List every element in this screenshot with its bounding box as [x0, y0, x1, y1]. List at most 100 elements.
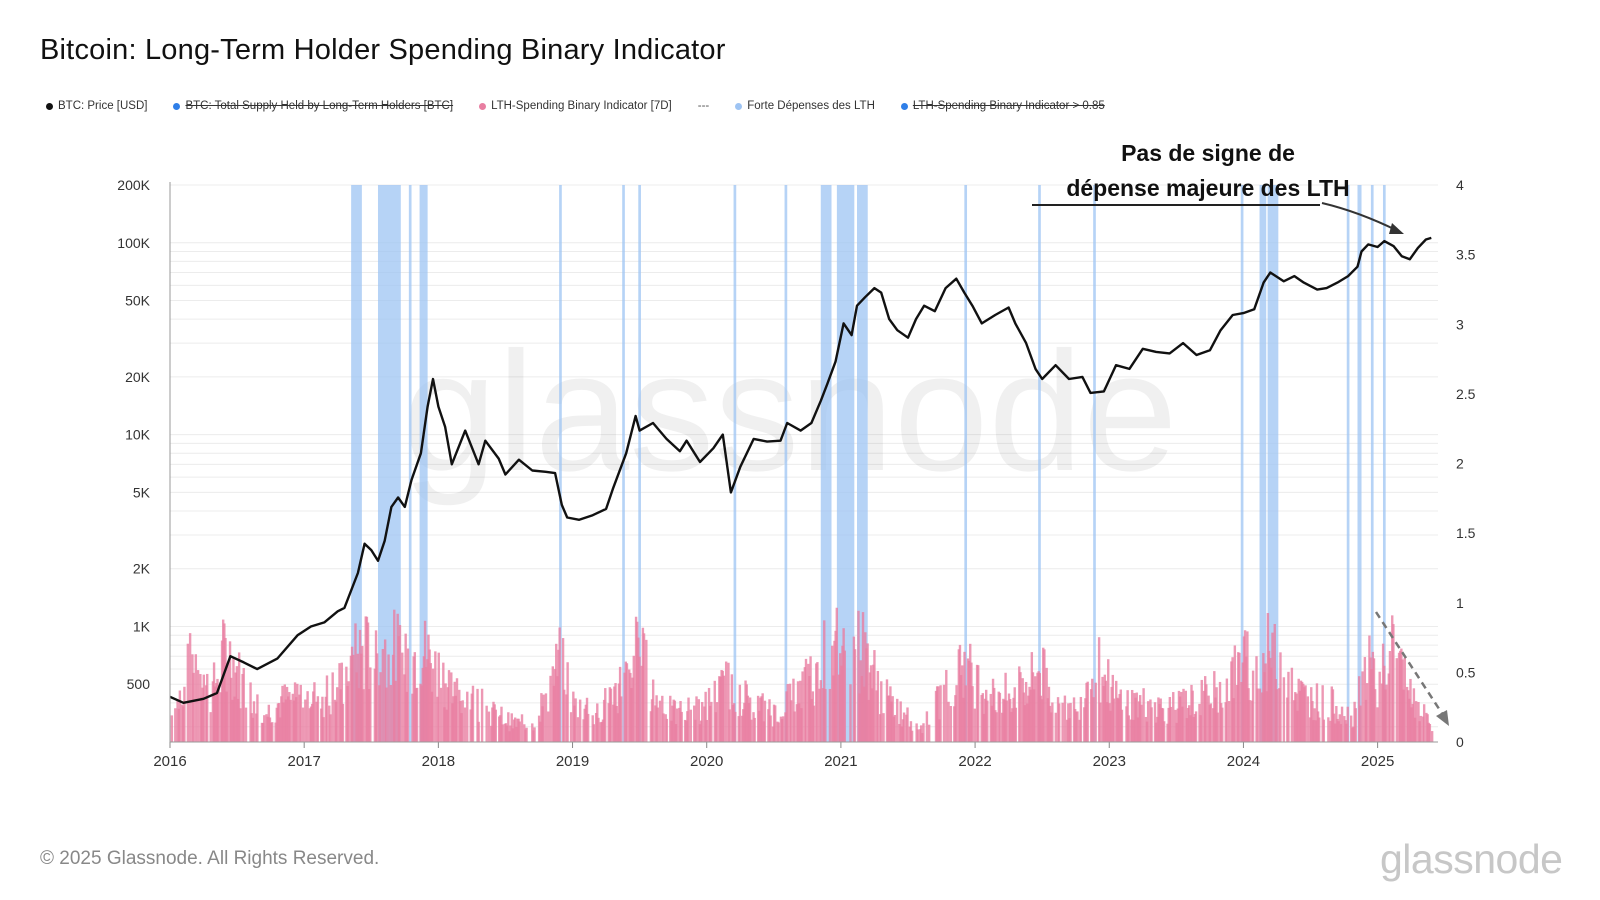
legend-item-btc-price[interactable]: BTC: Price [USD] — [46, 100, 147, 112]
lth-spending-bar — [306, 691, 309, 742]
lth-spending-bar — [1209, 703, 1213, 742]
lth-spending-bar — [880, 681, 883, 742]
lth-spending-bar — [722, 675, 726, 742]
highlight-period — [419, 185, 428, 742]
lth-spending-bar — [336, 687, 339, 742]
lth-spending-bar — [632, 655, 635, 742]
lth-spending-bar — [389, 685, 393, 742]
lth-spending-bar — [816, 662, 819, 742]
lth-spending-bar — [1275, 689, 1279, 742]
lth-spending-bar — [1182, 688, 1185, 742]
lth-spending-bar — [777, 722, 780, 742]
btc-price-series — [169, 236, 1432, 704]
lth-spending-bar — [369, 667, 372, 742]
highlight-period — [408, 185, 412, 742]
lth-spending-bar — [1246, 631, 1249, 742]
lth-spending-bar — [170, 715, 174, 742]
lth-spending-bar — [734, 711, 737, 742]
lth-spending-bar — [658, 700, 662, 742]
lth-spending-bar — [174, 708, 177, 742]
lth-spending-bar — [544, 693, 548, 742]
lth-spending-bar — [249, 682, 252, 742]
x-tick-label: 2022 — [958, 753, 991, 770]
axes: 500 1K 2K 5K 10K 20K 50K 100K 200K 0 0.5 1 1.5 2 2.5 3 3… — [117, 177, 1475, 770]
annotation-line-2: dépense majeure des LTH — [1066, 175, 1350, 201]
lth-spending-bar — [645, 639, 648, 742]
lth-spending-bar — [301, 707, 305, 742]
lth-spending-bar — [487, 711, 491, 742]
lth-spending-series — [170, 607, 1434, 742]
legend-label-lth-supply: BTC: Total Supply Held by Long-Term Hold… — [185, 100, 454, 112]
legend-item-lth-spending[interactable]: LTH-Spending Binary Indicator [7D] — [479, 100, 672, 112]
btc-price-line — [169, 236, 1432, 704]
legend-item-threshold[interactable]: LTH-Spending Binary Indicator > 0.85 — [900, 100, 1105, 112]
lth-spending-bar — [520, 714, 524, 742]
legend-item-lth-supply[interactable]: BTC: Total Supply Held by Long-Term Hold… — [173, 100, 453, 112]
lth-spending-bar — [701, 702, 704, 742]
highlight-period — [964, 185, 968, 742]
x-tick-label: 2023 — [1093, 753, 1126, 770]
lth-spending-bar — [325, 675, 329, 742]
lth-spending-bar — [196, 670, 200, 742]
lth-spending-bar — [398, 625, 402, 742]
lth-spending-bar — [1043, 649, 1046, 742]
lth-spending-bar — [927, 724, 931, 742]
lth-spending-bar — [375, 653, 379, 742]
lth-spending-bar — [819, 680, 823, 742]
lth-spending-bar — [792, 678, 795, 742]
lth-spending-bar — [1327, 717, 1330, 742]
lth-spending-bar — [1290, 667, 1294, 742]
highlight-period — [1038, 185, 1041, 742]
lth-spending-bar — [1142, 688, 1145, 742]
lth-spending-bar — [1233, 645, 1237, 742]
lth-spending-bar — [1221, 707, 1224, 742]
lth-spending-bar — [576, 717, 580, 742]
lth-spending-bar — [1287, 671, 1290, 742]
lth-spending-bar — [896, 698, 899, 742]
lth-spending-bar — [1376, 707, 1379, 742]
lth-spending-bar — [224, 637, 227, 742]
lth-spending-bar — [604, 688, 607, 742]
highlight-period — [836, 185, 855, 742]
lth-spending-bar — [971, 686, 974, 742]
lth-spending-bar — [574, 698, 577, 742]
lth-spending-bar — [331, 672, 334, 742]
lth-spending-bar — [494, 709, 497, 742]
lth-spending-bar — [209, 712, 212, 742]
lth-spending-bar — [902, 712, 906, 742]
lth-spending-bar — [586, 713, 590, 742]
lth-spending-bar — [1146, 701, 1150, 742]
lth-spending-bar — [252, 701, 256, 742]
lth-spending-bar — [642, 633, 646, 742]
y-left-tick-label: 2K — [133, 561, 151, 577]
lth-spending-bar — [192, 672, 195, 742]
lth-spending-bar — [804, 658, 808, 742]
watermark-text: glassnode — [402, 317, 1177, 507]
lth-spending-bar — [226, 663, 229, 742]
legend-item-forte-depenses[interactable]: Forte Dépenses des LTH — [735, 100, 875, 112]
lth-spending-bar — [1359, 705, 1362, 742]
lth-spending-bar — [823, 620, 826, 742]
lth-spending-bar — [1419, 715, 1422, 742]
legend-dot-lth-spending — [479, 102, 487, 110]
y-left-tick-label: 50K — [125, 293, 151, 309]
lth-spending-bar — [769, 715, 772, 742]
lth-spending-bar — [1019, 672, 1022, 742]
lth-spending-bar — [322, 717, 325, 742]
lth-spending-bar — [340, 662, 344, 742]
lth-spending-bar — [828, 688, 832, 742]
lth-spending-bar — [656, 707, 659, 742]
lth-spending-bar — [1099, 702, 1102, 742]
lth-spending-bar — [1051, 702, 1054, 742]
lth-spending-bar — [705, 719, 708, 742]
lth-spending-bar — [1248, 700, 1251, 742]
lth-spending-bar — [1388, 651, 1392, 742]
lth-spending-bar — [194, 654, 198, 742]
legend-label-btc-price: BTC: Price [USD] — [58, 100, 148, 112]
lth-spending-bar — [415, 687, 419, 742]
footer-logo[interactable]: glassnode — [1380, 836, 1563, 882]
lth-spending-bar — [713, 680, 716, 742]
lth-spending-bar — [977, 665, 980, 742]
highlight-period — [784, 185, 788, 742]
lth-spending-bar — [217, 688, 220, 742]
